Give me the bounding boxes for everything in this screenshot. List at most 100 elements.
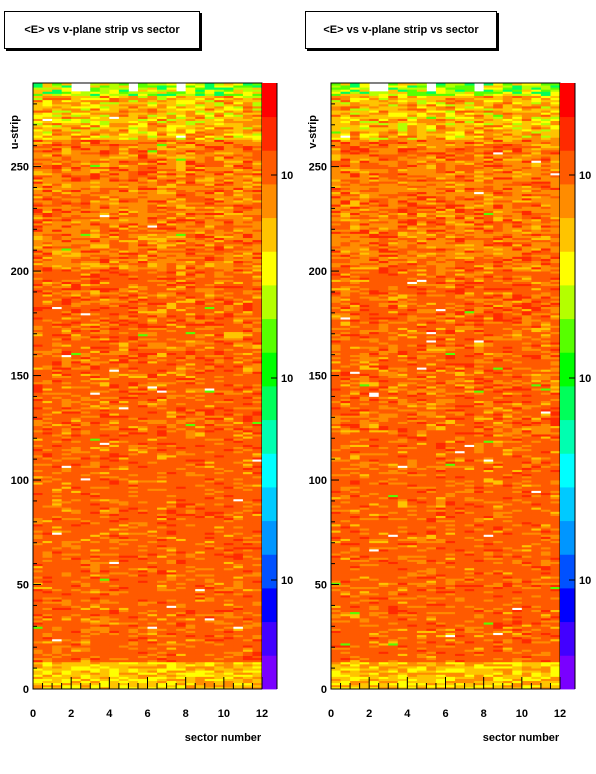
heatmap-cell (99, 628, 110, 631)
heatmap-cell (204, 396, 215, 399)
heatmap-cell (71, 526, 82, 529)
heatmap-cell (214, 306, 225, 310)
heatmap-cell (166, 538, 177, 542)
heatmap-cell (157, 275, 167, 278)
heatmap-cell (242, 388, 253, 391)
heatmap-cell (252, 450, 263, 454)
heatmap-cell (137, 542, 148, 546)
heatmap-cell (61, 622, 72, 625)
heatmap-cell (128, 377, 139, 381)
heatmap-cell (109, 421, 120, 425)
heatmap-cell (223, 371, 234, 374)
heatmap-cell (137, 672, 148, 675)
heatmap-cell (252, 653, 263, 656)
heatmap-cell (137, 605, 148, 608)
heatmap-cell (195, 684, 206, 688)
heatmap-cell (252, 469, 263, 473)
heatmap-cell (223, 331, 234, 335)
heatmap-cell (137, 319, 148, 322)
heatmap-cell (128, 390, 139, 393)
heatmap-cell (147, 291, 158, 295)
heatmap-cell (157, 436, 167, 439)
heatmap-cell (71, 668, 82, 671)
heatmap-cell (52, 647, 63, 650)
heatmap-cell (33, 423, 43, 427)
heatmap-cell (147, 599, 158, 602)
heatmap-cell (52, 408, 63, 412)
heatmap-cell (147, 513, 158, 516)
heatmap-cell (233, 542, 244, 546)
heatmap-cell (109, 448, 120, 452)
heatmap-cell (118, 559, 129, 562)
heatmap-cell (61, 289, 72, 293)
heatmap-cell (71, 498, 82, 502)
heatmap-cell (33, 369, 43, 372)
heatmap-cell (214, 254, 225, 257)
heatmap-cell (195, 477, 206, 481)
heatmap-cell (128, 605, 139, 608)
heatmap-cell (195, 266, 206, 270)
heatmap-cell (214, 358, 225, 362)
heatmap-cell (71, 358, 82, 362)
heatmap-cell (233, 605, 244, 608)
heatmap-cell (118, 473, 129, 477)
heatmap-cell (185, 567, 196, 571)
heatmap-cell (204, 634, 215, 638)
heatmap-cell (80, 580, 91, 583)
heatmap-cell (214, 450, 225, 454)
heatmap-cell (137, 488, 148, 491)
heatmap-cell (33, 611, 43, 615)
heatmap-cell (42, 571, 53, 575)
heatmap-cell (90, 682, 101, 686)
heatmap-cell (128, 551, 139, 554)
heatmap-cell (42, 555, 53, 558)
heatmap-cell (166, 390, 177, 393)
heatmap-cell (42, 327, 53, 330)
heatmap-cell (214, 425, 225, 429)
heatmap-cell (118, 329, 129, 333)
heatmap-cell (137, 459, 148, 462)
heatmap-cell (137, 617, 148, 621)
heatmap-cell (157, 335, 167, 339)
heatmap-cell (52, 626, 63, 629)
heatmap-cell (157, 400, 167, 404)
heatmap-cell (233, 647, 244, 650)
heatmap-cell (42, 473, 53, 477)
heatmap-cell (185, 590, 196, 594)
heatmap-cell (252, 331, 263, 335)
heatmap-cell (42, 488, 53, 491)
heatmap-cell (137, 528, 148, 531)
heatmap-cell (118, 484, 129, 487)
heatmap-cell (233, 561, 244, 565)
heatmap-cell (52, 386, 63, 389)
heatmap-cell (80, 473, 91, 477)
heatmap-cell (166, 277, 177, 280)
heatmap-cell (166, 588, 177, 592)
heatmap-cell (185, 666, 196, 669)
heatmap-cell (233, 383, 244, 387)
heatmap-cell (118, 346, 129, 349)
heatmap-cell (204, 613, 215, 617)
heatmap-cell (99, 459, 110, 462)
heatmap-cell (252, 515, 263, 519)
heatmap-cell (137, 486, 148, 489)
heatmap-cell (252, 638, 263, 642)
heatmap-cell (128, 289, 139, 293)
heatmap-cell (242, 256, 253, 259)
heatmap-cell (33, 647, 43, 650)
heatmap-cell (195, 647, 206, 650)
heatmap-cell (242, 473, 253, 477)
heatmap-cell (185, 680, 196, 684)
heatmap-cell (61, 429, 72, 433)
heatmap-cell (195, 515, 206, 519)
heatmap-cell (233, 498, 244, 502)
heatmap-cell (52, 530, 63, 533)
heatmap-cell (242, 513, 253, 516)
heatmap-cell (214, 649, 225, 652)
heatmap-cell (90, 559, 101, 562)
heatmap-cell (128, 588, 139, 592)
heatmap-cell (166, 605, 177, 608)
heatmap-cell (128, 580, 139, 583)
heatmap-cell (166, 663, 177, 667)
heatmap-cell (99, 617, 110, 621)
